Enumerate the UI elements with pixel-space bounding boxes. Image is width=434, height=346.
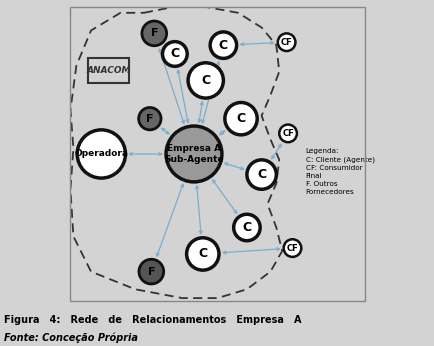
Circle shape xyxy=(186,238,218,270)
Circle shape xyxy=(210,32,236,58)
Text: Figura   4:   Rede   de   Relacionamentos   Empresa   A: Figura 4: Rede de Relacionamentos Empres… xyxy=(4,315,301,325)
Circle shape xyxy=(187,63,223,98)
Circle shape xyxy=(283,239,301,257)
Circle shape xyxy=(247,160,276,189)
Text: C: C xyxy=(198,247,207,261)
Circle shape xyxy=(224,102,256,135)
FancyBboxPatch shape xyxy=(88,58,129,83)
Text: C: C xyxy=(242,221,251,234)
Text: C: C xyxy=(218,39,227,52)
Text: C: C xyxy=(256,168,266,181)
Circle shape xyxy=(77,130,125,178)
Circle shape xyxy=(279,125,296,142)
Text: Fonte: Conceção Própria: Fonte: Conceção Própria xyxy=(4,332,138,343)
Text: ANACOM: ANACOM xyxy=(86,66,131,75)
Text: Empresa A
Sub-Agente: Empresa A Sub-Agente xyxy=(164,144,223,164)
Text: CF: CF xyxy=(280,38,292,47)
Text: CF: CF xyxy=(286,244,298,253)
Circle shape xyxy=(138,108,161,130)
Text: C: C xyxy=(236,112,245,125)
Text: F: F xyxy=(150,28,158,38)
Circle shape xyxy=(138,259,163,284)
Text: CF: CF xyxy=(282,129,293,138)
Text: F: F xyxy=(147,267,155,276)
Circle shape xyxy=(277,34,295,51)
Text: C: C xyxy=(170,47,179,61)
Text: F: F xyxy=(146,114,153,124)
Text: C: C xyxy=(201,74,210,87)
Text: Legenda:
C: Cliente (Agente)
CF: Consumidor
Final
F. Outros
Fornecedores: Legenda: C: Cliente (Agente) CF: Consumi… xyxy=(305,148,374,194)
Circle shape xyxy=(162,42,187,66)
Text: Operadora: Operadora xyxy=(74,149,128,158)
Circle shape xyxy=(141,21,166,46)
Circle shape xyxy=(166,126,221,182)
Circle shape xyxy=(233,214,260,241)
